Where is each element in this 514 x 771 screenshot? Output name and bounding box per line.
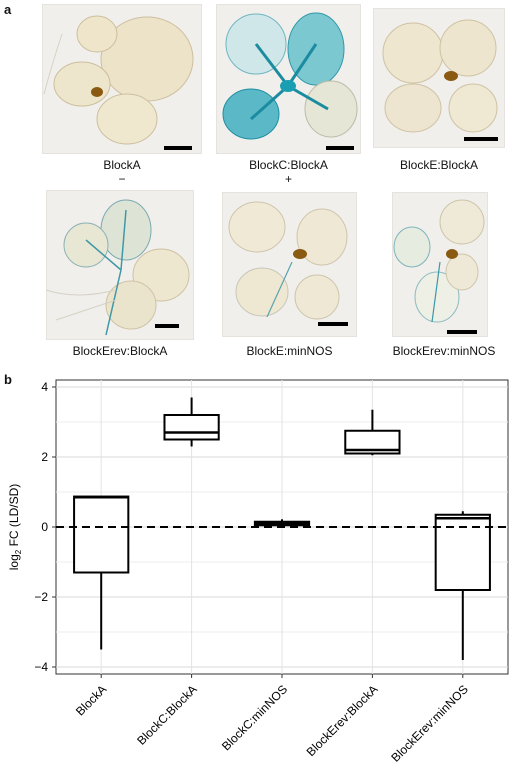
y-axis-label-main: log bbox=[7, 554, 21, 570]
box bbox=[163, 414, 220, 441]
x-tick-label: BlockC:BlockA bbox=[134, 682, 200, 748]
x-tick-label: BlockErev:minNOS bbox=[388, 682, 471, 765]
seedling-photo-blockerev-blocka bbox=[46, 190, 194, 340]
scale-bar bbox=[318, 322, 348, 326]
x-tick-label: BlockErev:BlockA bbox=[304, 682, 381, 759]
y-axis-ticks: −4 −2 0 2 4 bbox=[34, 380, 56, 674]
scale-bar bbox=[164, 146, 192, 150]
scale-bar bbox=[447, 330, 477, 334]
y-tick-label: 4 bbox=[41, 380, 48, 394]
seedling-photo-blockerev-minnos bbox=[392, 192, 488, 337]
box bbox=[73, 495, 130, 574]
scale-bar bbox=[155, 324, 179, 328]
panel-b-letter: b bbox=[4, 372, 12, 387]
box bbox=[344, 429, 401, 455]
y-tick-label: −4 bbox=[34, 660, 48, 674]
x-tick-label: BlockC:minNOS bbox=[219, 682, 290, 753]
x-axis-ticks: BlockA BlockC:BlockA BlockC:minNOS BlockEre… bbox=[73, 674, 471, 765]
image-caption: BlockE:BlockA bbox=[399, 158, 479, 172]
seedling-photo-blocke-minnos bbox=[222, 192, 357, 337]
y-tick-label: 2 bbox=[41, 450, 48, 464]
image-caption: BlockA bbox=[103, 158, 141, 172]
seedling-photo-blockc-blocka bbox=[216, 4, 361, 154]
scale-bar bbox=[326, 146, 354, 150]
control-sign: − bbox=[118, 172, 126, 186]
image-caption: BlockErev:minNOS bbox=[392, 344, 496, 358]
seedling-photo-blocka bbox=[42, 4, 202, 154]
x-tick-label: BlockA bbox=[73, 682, 109, 718]
y-axis-label: log2 FC (LD/SD) bbox=[7, 484, 23, 570]
y-axis-label-rest: FC (LD/SD) bbox=[7, 484, 21, 550]
y-tick-label: −2 bbox=[34, 590, 48, 604]
image-caption: BlockC:BlockA bbox=[249, 158, 328, 172]
image-caption: BlockE:minNOS bbox=[246, 344, 333, 358]
scale-bar bbox=[464, 137, 498, 141]
seedling-photo-blocke-blocka bbox=[373, 8, 505, 148]
control-sign: + bbox=[284, 172, 292, 186]
y-axis-label-subscript: 2 bbox=[14, 549, 23, 554]
panel-a-letter: a bbox=[4, 2, 12, 17]
y-tick-label: 0 bbox=[41, 520, 48, 534]
boxes bbox=[73, 397, 491, 660]
boxplot-chart: −4 −2 0 2 4 BlockA BlockC:BlockA BlockC:minNOS… bbox=[7, 379, 509, 765]
image-caption: BlockErev:BlockA bbox=[72, 344, 168, 358]
